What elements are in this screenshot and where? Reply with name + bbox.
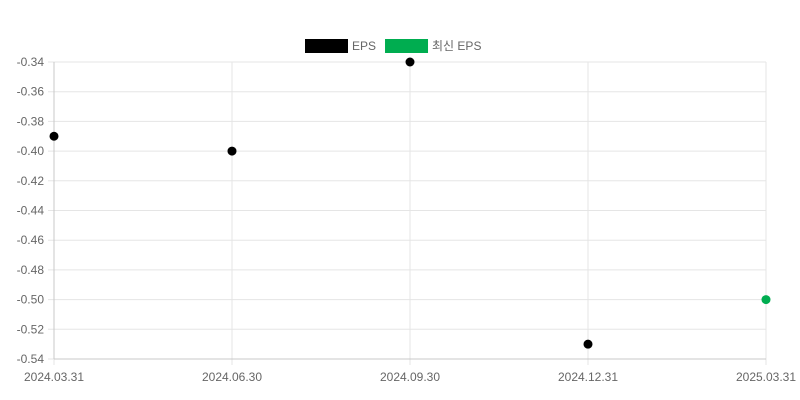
- y-tick-label: -0.54: [17, 352, 45, 366]
- y-tick-label: -0.40: [17, 144, 45, 158]
- y-axis-ticks: -0.34 -0.36 -0.38 -0.40 -0.42 -0.44 -0.46 -0.48…: [17, 55, 45, 366]
- latest-eps-point: [761, 295, 771, 305]
- eps-point: [405, 57, 415, 67]
- y-tick-label: -0.46: [17, 233, 45, 247]
- grid-lines: [48, 61, 767, 365]
- y-tick-label: -0.42: [17, 174, 45, 188]
- y-tick-label: -0.36: [17, 85, 45, 99]
- y-tick-label: -0.44: [17, 204, 45, 218]
- y-tick-label: -0.52: [17, 322, 45, 336]
- x-tick-label: 2024.06.30: [202, 370, 262, 384]
- axes: [53, 62, 766, 360]
- y-tick-label: -0.38: [17, 114, 45, 128]
- legend: EPS 최신 EPS: [305, 39, 481, 53]
- legend-label-latest-eps: 최신 EPS: [432, 39, 481, 53]
- eps-point: [227, 146, 237, 156]
- x-tick-label: 2024.03.31: [24, 370, 84, 384]
- x-tick-label: 2025.03.31: [736, 370, 796, 384]
- data-points: [49, 57, 771, 349]
- x-tick-label: 2024.12.31: [558, 370, 618, 384]
- x-axis-ticks: 2024.03.31 2024.06.30 2024.09.30 2024.12.31…: [24, 370, 796, 384]
- y-tick-label: -0.50: [17, 293, 45, 307]
- x-tick-label: 2024.09.30: [380, 370, 440, 384]
- legend-swatch-eps: [305, 39, 348, 53]
- y-tick-label: -0.48: [17, 263, 45, 277]
- y-tick-label: -0.34: [17, 55, 45, 69]
- eps-point: [49, 131, 59, 141]
- legend-swatch-latest-eps: [385, 39, 429, 53]
- legend-label-eps: EPS: [352, 39, 376, 53]
- eps-point: [583, 339, 593, 349]
